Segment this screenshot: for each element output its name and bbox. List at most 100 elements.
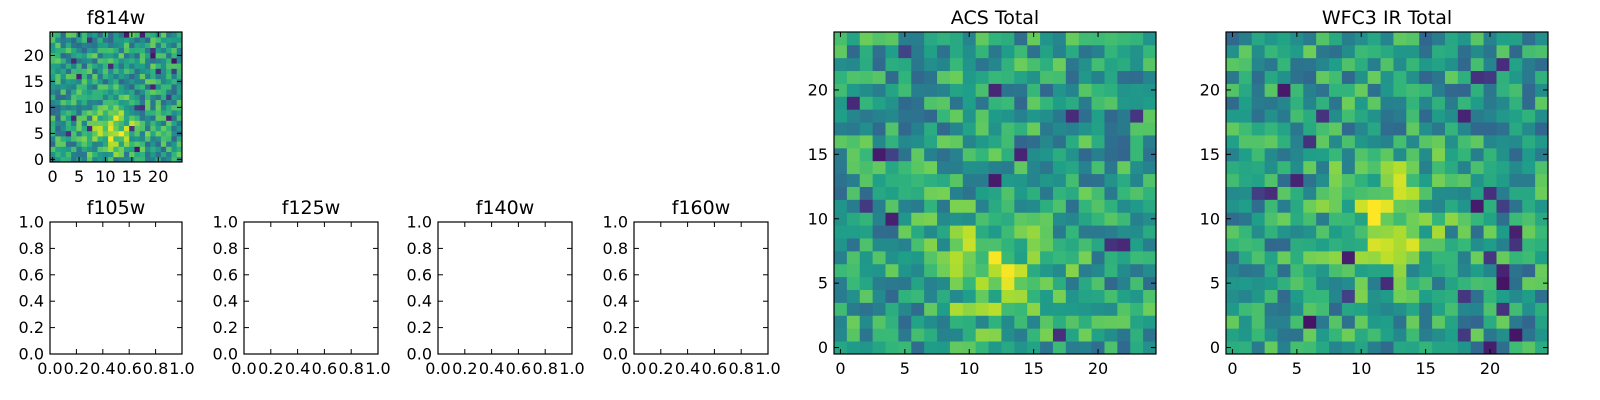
heatmap-cell — [937, 238, 951, 252]
heatmap-cell — [1354, 199, 1369, 213]
heatmap-cell — [962, 199, 977, 213]
heatmap-cell — [160, 104, 167, 111]
heatmap-cell — [113, 141, 120, 147]
heatmap-cell — [134, 136, 141, 142]
heatmap-cell — [81, 32, 88, 38]
heatmap-cell — [123, 37, 130, 43]
heatmap-cell — [81, 151, 88, 158]
heatmap-cell — [846, 109, 861, 123]
heatmap-cell — [846, 212, 861, 226]
heatmap-cell — [846, 238, 861, 252]
heatmap-cell — [60, 110, 67, 116]
heatmap-cell — [1091, 160, 1105, 175]
heatmap-cell — [97, 151, 104, 158]
heatmap-cell — [1040, 341, 1054, 355]
heatmap-cell — [937, 263, 951, 278]
heatmap-cell — [1483, 276, 1497, 290]
heatmap-cell — [1238, 109, 1253, 123]
heatmap-cell — [71, 151, 77, 158]
heatmap-cell — [60, 63, 67, 69]
x-tick-label: 0.8 — [338, 359, 363, 378]
heatmap-cell — [898, 70, 912, 84]
heatmap-cell — [145, 125, 151, 132]
heatmap-cell — [1264, 32, 1278, 46]
heatmap-cell — [60, 151, 67, 158]
heatmap-cell — [1432, 109, 1446, 123]
heatmap-cell — [1303, 44, 1317, 59]
heatmap-cell — [1014, 70, 1028, 84]
heatmap-cell — [1496, 302, 1510, 316]
heatmap-cell — [1130, 302, 1144, 316]
heatmap-cell — [166, 151, 172, 158]
heatmap-cell — [150, 120, 156, 126]
heatmap-cell — [911, 250, 925, 265]
heatmap-cell — [1380, 173, 1394, 187]
heatmap-cell — [1329, 83, 1343, 97]
heatmap-cell — [962, 122, 977, 136]
heatmap-cell — [1457, 212, 1472, 226]
heatmap-cell — [1238, 238, 1253, 252]
heatmap-cell — [846, 315, 861, 329]
heatmap-cell — [962, 289, 977, 303]
heatmap-cell — [108, 78, 114, 85]
heatmap-cell — [962, 341, 977, 355]
heatmap-cell — [1130, 70, 1144, 84]
heatmap-cell — [1277, 122, 1291, 136]
heatmap-cell — [1104, 276, 1118, 290]
heatmap-cell — [975, 238, 989, 252]
heatmap-cell — [937, 173, 951, 187]
heatmap-cell — [102, 104, 109, 111]
heatmap-cell — [1104, 83, 1118, 97]
heatmap-cell — [1251, 173, 1266, 187]
heatmap-cell — [113, 63, 120, 69]
heatmap-cell — [108, 136, 114, 142]
heatmap-cell — [1522, 173, 1536, 187]
heatmap-cell — [911, 70, 925, 84]
heatmap-cell — [1277, 135, 1291, 149]
heatmap-cell — [1509, 315, 1523, 329]
x-tick-label: 0 — [48, 167, 58, 186]
y-tick-label: 15 — [24, 72, 44, 91]
y-tick-label: 0.0 — [603, 345, 628, 364]
heatmap-cell — [1367, 199, 1381, 213]
heatmap-cell — [1354, 173, 1369, 187]
heatmap-cell — [71, 115, 77, 121]
heatmap-cell — [65, 58, 72, 64]
heatmap-cell — [1419, 96, 1433, 110]
heatmap-cell — [1104, 289, 1118, 303]
heatmap-cell — [81, 89, 88, 95]
heatmap-cell — [139, 99, 146, 106]
heatmap-cell — [118, 104, 125, 111]
heatmap-cell — [108, 84, 114, 90]
heatmap-cell — [1091, 44, 1105, 59]
heatmap-cell — [911, 199, 925, 213]
heatmap-cell — [1065, 173, 1080, 187]
heatmap-cell — [134, 47, 141, 54]
heatmap-cell — [1457, 186, 1472, 200]
heatmap-cell — [50, 141, 56, 147]
heatmap-cell — [1354, 57, 1369, 72]
heatmap-cell — [1470, 328, 1484, 342]
heatmap-cell — [65, 141, 72, 147]
heatmap-cell — [1001, 186, 1015, 200]
heatmap-cell — [1078, 147, 1092, 162]
heatmap-cell — [118, 151, 125, 158]
heatmap-cell — [1483, 57, 1497, 72]
heatmap-cell — [1380, 289, 1394, 303]
heatmap-cell — [1251, 83, 1266, 97]
heatmap-cell — [1104, 135, 1118, 149]
heatmap-cell — [859, 289, 874, 303]
heatmap-cell — [1040, 147, 1054, 162]
heatmap-cell — [1303, 70, 1317, 84]
heatmap-cell — [1027, 225, 1041, 239]
heatmap-cell — [50, 37, 56, 43]
heatmap-cell — [1238, 302, 1253, 316]
heatmap-cell — [108, 104, 114, 111]
heatmap-cell — [1091, 96, 1105, 110]
heatmap-cell — [1432, 186, 1446, 200]
heatmap-cell — [1027, 212, 1041, 226]
heatmap-cell — [1091, 147, 1105, 162]
heatmap-cell — [1354, 315, 1369, 329]
heatmap-cell — [846, 225, 861, 239]
heatmap-cell — [155, 110, 162, 116]
